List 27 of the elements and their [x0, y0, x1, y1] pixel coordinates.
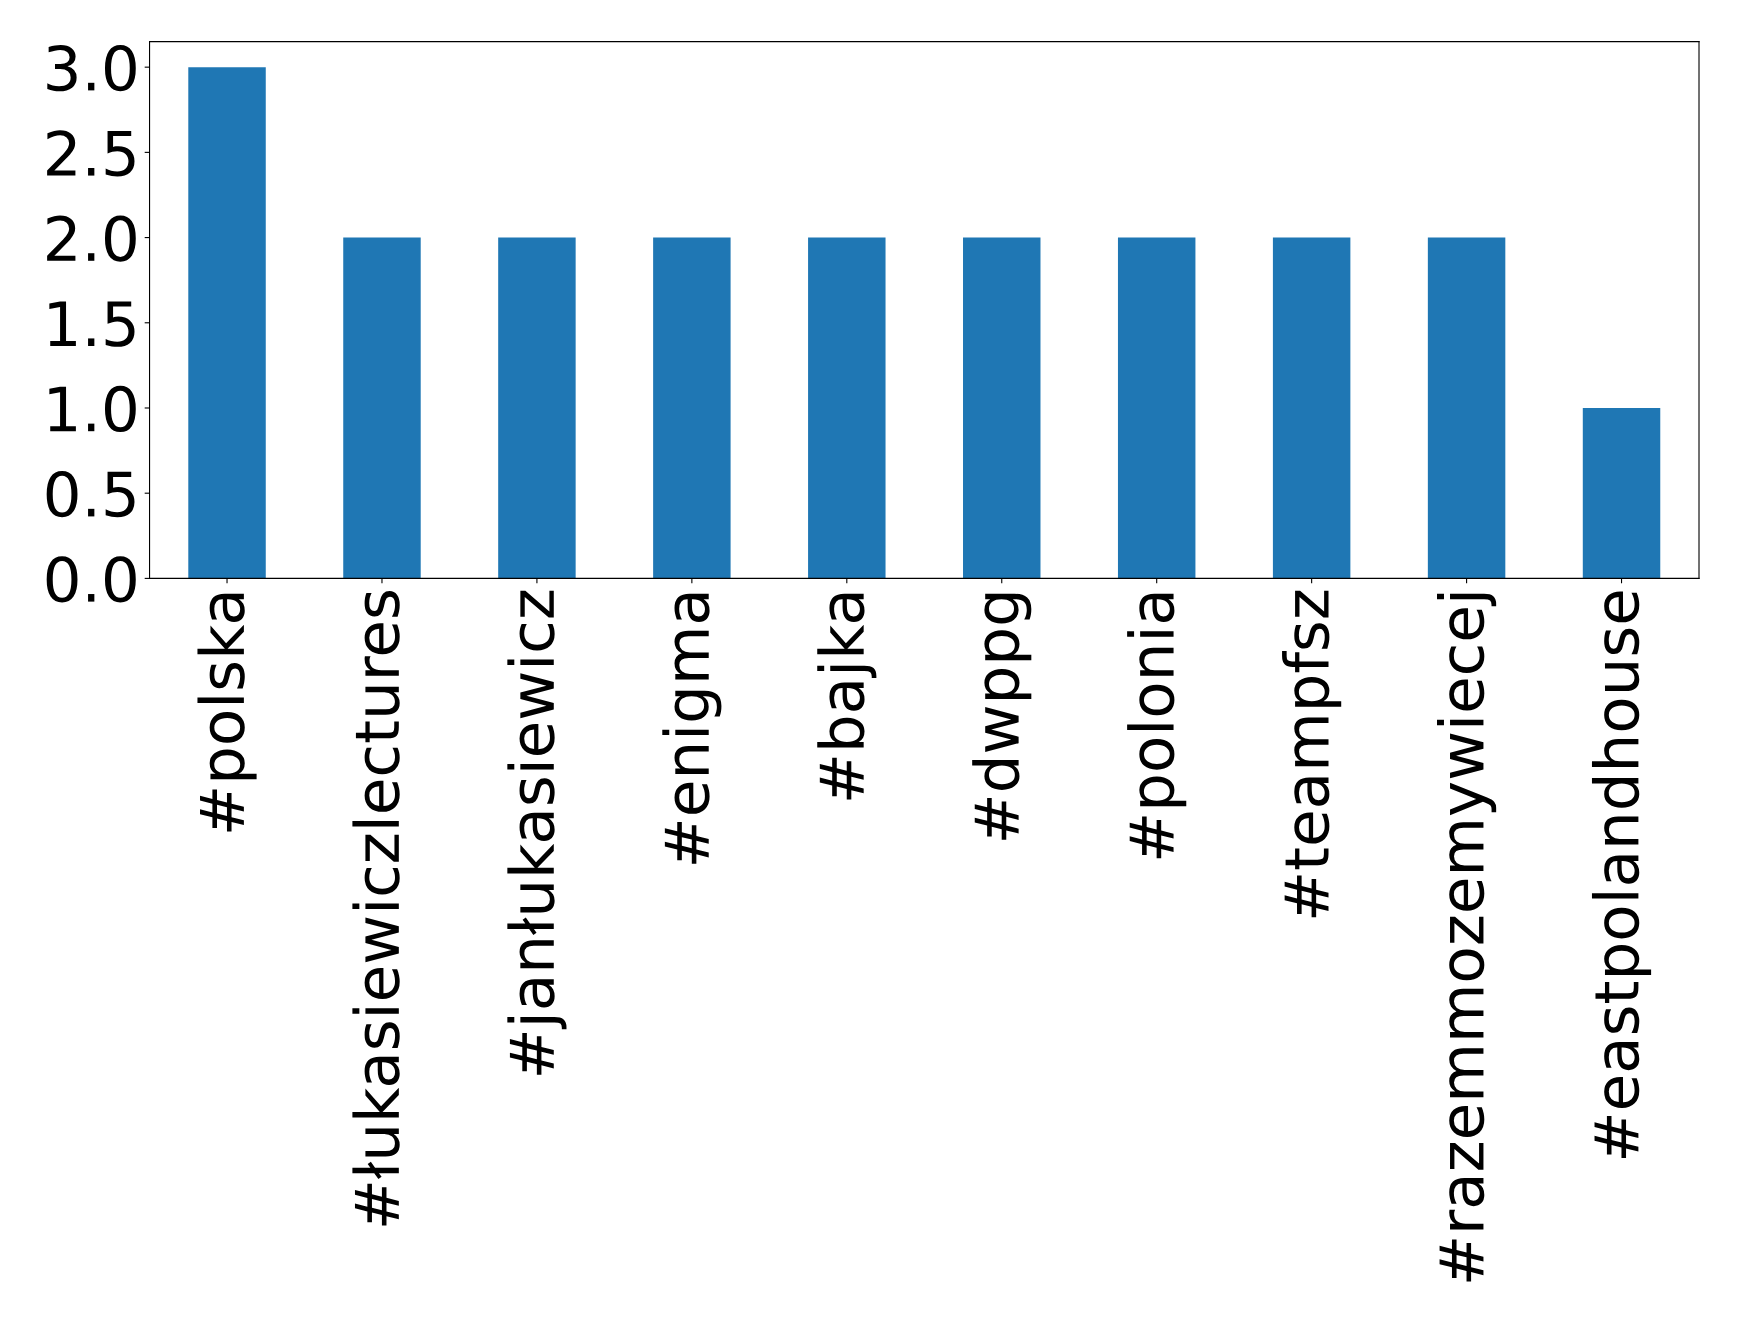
- y-tick-label: 1.0: [49, 385, 136, 433]
- y-tick-label: 2.5: [47, 130, 135, 177]
- bar: [1427, 237, 1506, 579]
- x-tick-label: #janłukasiewicz: [507, 590, 567, 1075]
- y-tick-label: 0.5: [46, 471, 135, 518]
- bar: [188, 67, 266, 579]
- bar: [498, 237, 576, 579]
- x-tick-label: #bajka: [817, 593, 877, 800]
- bar: [1582, 407, 1661, 579]
- bar: [343, 237, 421, 579]
- bar: [963, 237, 1041, 579]
- bar: [1117, 237, 1196, 579]
- bar: [808, 237, 886, 579]
- x-tick-label: #razemmozemywiecej: [1437, 593, 1497, 1282]
- x-tick-label: #enigma: [662, 593, 722, 864]
- x-tick-label: #dwppg: [972, 593, 1032, 840]
- x-tick-label: #łukasiewiczlectures: [352, 591, 400, 1226]
- x-tick-label: #eastpolandhouse: [1591, 591, 1652, 1158]
- y-tick-label: 3.0: [47, 45, 136, 92]
- y-tick-label: 1.5: [49, 301, 135, 347]
- y-tick-label: 2.0: [47, 215, 136, 262]
- x-tick-label: #polska: [197, 593, 257, 832]
- x-tick-label: #polonia: [1127, 593, 1187, 859]
- y-tick-label: 0.0: [46, 556, 136, 603]
- x-tick-label: #teampfsz: [1282, 590, 1342, 918]
- bar: [653, 237, 731, 579]
- bar: [1272, 237, 1351, 579]
